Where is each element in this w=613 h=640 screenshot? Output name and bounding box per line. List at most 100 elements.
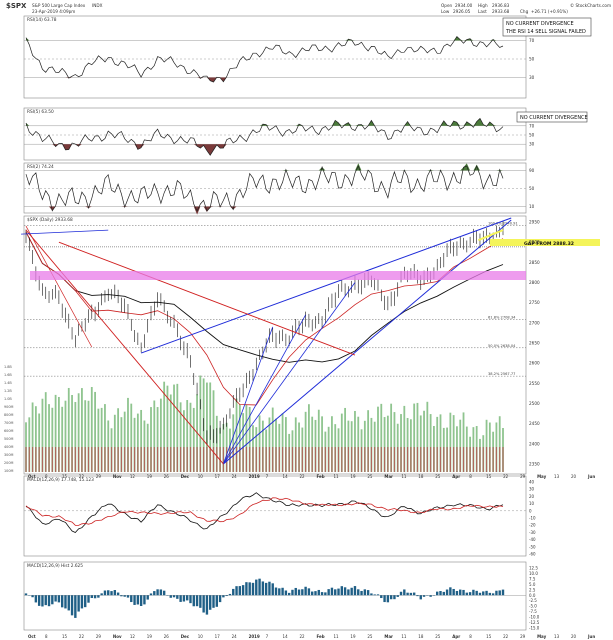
macd-tick-label: 30 [529,487,535,492]
histogram-bar [475,590,478,596]
volume-bar [176,383,179,472]
histogram-bar [287,592,291,596]
volume-bar-base [400,447,402,472]
volume-bar-base [489,447,491,472]
volume-bar [41,398,44,472]
volume-bar [199,375,202,472]
volume-bar-base [357,447,359,472]
price-tick-label: 2850 [529,260,540,265]
rsi1-annotation: NO CURRENT DIVERGENCE THE RSI 14 SELL SI… [502,17,592,37]
panel-labels: RSI(14) 63.78 RSI(5) 63.50 RSI(2) 74.24 … [27,17,94,569]
volume-bar-base [35,447,37,472]
volume-bar-base [196,447,198,472]
macd-signal-line [25,497,504,526]
x-tick-label: Apr [452,634,460,639]
volume-bar [426,401,429,472]
volume-bar [94,391,96,472]
histogram-bar [199,595,202,608]
volume-bar-base [150,447,152,472]
histogram-bar [301,589,304,596]
histogram-bar [271,583,274,596]
histogram-bar [182,595,186,602]
volume-bar-base [337,447,340,472]
histogram-bar [126,595,130,598]
volume-bar [400,414,402,472]
symbol-name: S&P 500 Large Cap Index [32,3,86,8]
volume-bar [350,421,353,472]
volume-bar [140,409,143,472]
gap-label: GAP FROM 2888.32 [524,241,574,247]
histogram-tick-label: 2.5 [529,587,536,592]
volume-bar [416,402,419,472]
histogram-tick-label: -2.5 [529,598,537,603]
volume-bar-base [268,447,271,472]
volume-bar [235,398,238,472]
x-tick-label: 10 [198,634,204,639]
volume-bar [71,394,73,472]
volume-bar [377,406,379,472]
histogram-bar [143,595,146,605]
price-tick-label: 2650 [529,340,540,345]
volume-tick-label: 1.4B [4,381,12,385]
histogram-bar [64,595,67,609]
x-tick-label: May [537,474,547,479]
x-tick-label: 11 [401,474,407,479]
rsi2-frame [23,107,527,161]
volume-bar-base [439,447,442,472]
x-tick-label: 15 [62,634,68,639]
rsi-tick-label: 30 [529,75,535,80]
histogram-bar [449,587,452,596]
volume-bar [321,416,323,472]
volume-bar [38,413,41,472]
volume-bar [304,411,307,472]
histogram-bar [317,589,320,596]
x-tick-label: 2019 [249,474,260,479]
volume-bar [245,404,248,472]
histogram-bar [130,595,133,603]
volume-bar-base [104,447,106,472]
volume-bar-base [120,447,122,472]
volume-bar-base [291,447,294,472]
volume-bar-base [387,447,389,472]
price-tick-label: 2450 [529,421,540,426]
x-tick-label: 12 [130,634,136,639]
histogram-bar [116,592,120,596]
histogram-bar [251,582,255,596]
volume-bar [248,406,251,472]
histogram-bar [324,592,327,596]
x-tick-label: 26 [164,634,170,639]
volume-bar [347,420,350,472]
x-tick-label: 2019 [249,634,260,639]
volume-bar-base [229,447,231,472]
rsi-tick-label: 10 [529,204,535,209]
x-tick-label: 25 [435,474,441,479]
volume-bar-base [466,447,468,472]
histogram-tick-label: -10.0 [529,615,540,620]
volume-bar [340,413,343,472]
x-tick-label: 19 [147,474,153,479]
volume-bar-base [502,447,504,472]
macd-histogram-panel [24,578,526,618]
volume-bar [386,415,389,472]
volume-bar [136,413,139,472]
volume-bar [367,410,370,472]
x-tick-label: 18 [418,474,424,479]
histogram-tick-label: 0.0 [529,593,536,598]
histogram-bar [110,591,113,596]
volume-tick-label: 400M [4,445,13,449]
volume-tick-label: 900M [4,405,13,409]
volume-bar [163,381,166,472]
histogram-bar [255,579,258,596]
rsi-tick-label: 50 [529,133,535,138]
histogram-bar [258,578,261,596]
fib-level-label: 38.2% 2567.77 [488,372,515,376]
volume-bar [498,416,501,472]
x-tick-label: Mar [384,474,393,479]
volume-bar-base [91,447,93,472]
x-tick-label: 19 [147,634,153,639]
rsi-line [25,117,504,156]
volume-bar-base [156,447,159,472]
histogram-bar [248,582,251,596]
histogram-bar [396,595,399,597]
histogram-bar [241,585,245,596]
